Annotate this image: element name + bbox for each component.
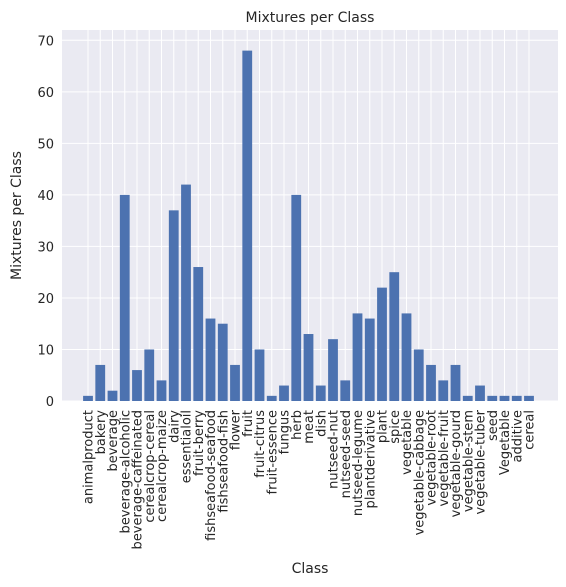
x-tick-label: cereal [523, 410, 538, 450]
x-tick-label: spice [388, 410, 403, 444]
y-tick-label: 10 [37, 343, 54, 358]
x-tick-label: fruit-citrus [253, 410, 268, 478]
x-tick-label: animalproduct [82, 410, 97, 504]
bar [132, 370, 142, 401]
y-tick-label: 50 [37, 137, 54, 152]
bar [328, 339, 338, 401]
x-tick-label: plant [376, 410, 391, 443]
x-tick-label: essentialoil [180, 410, 195, 483]
bar [156, 380, 167, 401]
bar [413, 349, 424, 401]
bar [83, 395, 93, 401]
x-tick-label: vegetable-gourd [449, 410, 464, 517]
x-tick-label: beverage [106, 410, 121, 472]
x-tick-label: cerealcrop-maize [155, 410, 170, 522]
x-tick-label: cerealcrop-cereal [143, 410, 158, 523]
x-tick-label: vegetable [400, 410, 415, 475]
y-tick-label: 20 [37, 292, 54, 307]
bar [279, 385, 289, 401]
x-tick-label: bakery [94, 410, 109, 455]
bars [83, 50, 534, 401]
x-tick-label: vegetable-stem [461, 410, 476, 512]
bar [475, 385, 485, 401]
x-tick-label: seed [486, 410, 501, 441]
x-tick-label: fruit [241, 410, 256, 437]
y-tick-label: 40 [37, 189, 54, 204]
x-tick-label: nutseed-seed [339, 410, 354, 498]
bar [315, 385, 326, 401]
bar [242, 50, 253, 401]
bar [377, 287, 387, 401]
bar [291, 194, 302, 401]
bar [352, 313, 363, 401]
bar [144, 349, 155, 401]
bar [426, 364, 436, 401]
x-tick-label: fruit-essence [265, 410, 280, 495]
bar [217, 323, 228, 401]
x-tick-label: dish [314, 410, 329, 437]
x-tick-label: nutseed-nut [327, 410, 342, 489]
x-tick-label: vegetable-fruit [437, 410, 452, 506]
bar [95, 364, 106, 401]
bar [254, 349, 265, 401]
bar [499, 395, 510, 401]
x-tick-label: vegetable-root [425, 410, 440, 506]
bar [487, 395, 498, 401]
y-axis-label: Mixtures per Class [9, 151, 25, 280]
bar [230, 364, 240, 401]
y-tick-label: 70 [37, 34, 54, 49]
bar [181, 184, 191, 401]
bar [450, 364, 461, 401]
bar [364, 318, 375, 401]
x-axis-ticks: animalproductbakerybeveragebeverage-alco… [82, 409, 538, 549]
y-tick-label: 30 [37, 240, 54, 255]
bar [205, 318, 216, 401]
x-axis-label: Class [292, 561, 329, 577]
bar [193, 267, 204, 401]
bar [401, 313, 412, 401]
chart-title: Mixtures per Class [246, 10, 375, 26]
bar [511, 395, 522, 401]
x-tick-label: fungus [278, 410, 293, 455]
x-tick-label: fruit-berry [192, 410, 207, 476]
bar [119, 194, 130, 401]
x-tick-label: dairy [167, 410, 182, 443]
x-tick-label: nutseed-legume [351, 410, 366, 516]
x-tick-label: vegetable-tuber [474, 409, 489, 514]
x-tick-label: plantderivative [363, 410, 378, 508]
x-tick-label: vegetable-cabbage [412, 410, 427, 535]
y-axis-ticks: 0 10 20 30 40 50 60 70 [37, 34, 54, 410]
bar [524, 395, 534, 401]
bar [266, 395, 277, 401]
x-tick-label: Vegetable [498, 410, 513, 475]
y-tick-label: 0 [46, 395, 54, 410]
x-tick-label: beverage-alcoholic [118, 410, 133, 533]
bar [340, 380, 351, 401]
x-tick-label: meat [302, 410, 317, 444]
x-tick-label: beverage-caffeinated [131, 410, 146, 549]
y-tick-label: 60 [37, 86, 54, 101]
bar [462, 395, 473, 401]
bar [168, 210, 179, 401]
x-tick-label: fishseafood-fish [216, 410, 231, 513]
bar [303, 334, 314, 401]
bar [389, 272, 400, 401]
x-tick-label: herb [290, 410, 305, 440]
bar [438, 380, 449, 401]
x-tick-label: flower [229, 409, 244, 450]
bar [107, 390, 118, 401]
x-tick-label: additive [510, 410, 525, 462]
x-tick-label: fishseafood-seafood [204, 410, 219, 541]
